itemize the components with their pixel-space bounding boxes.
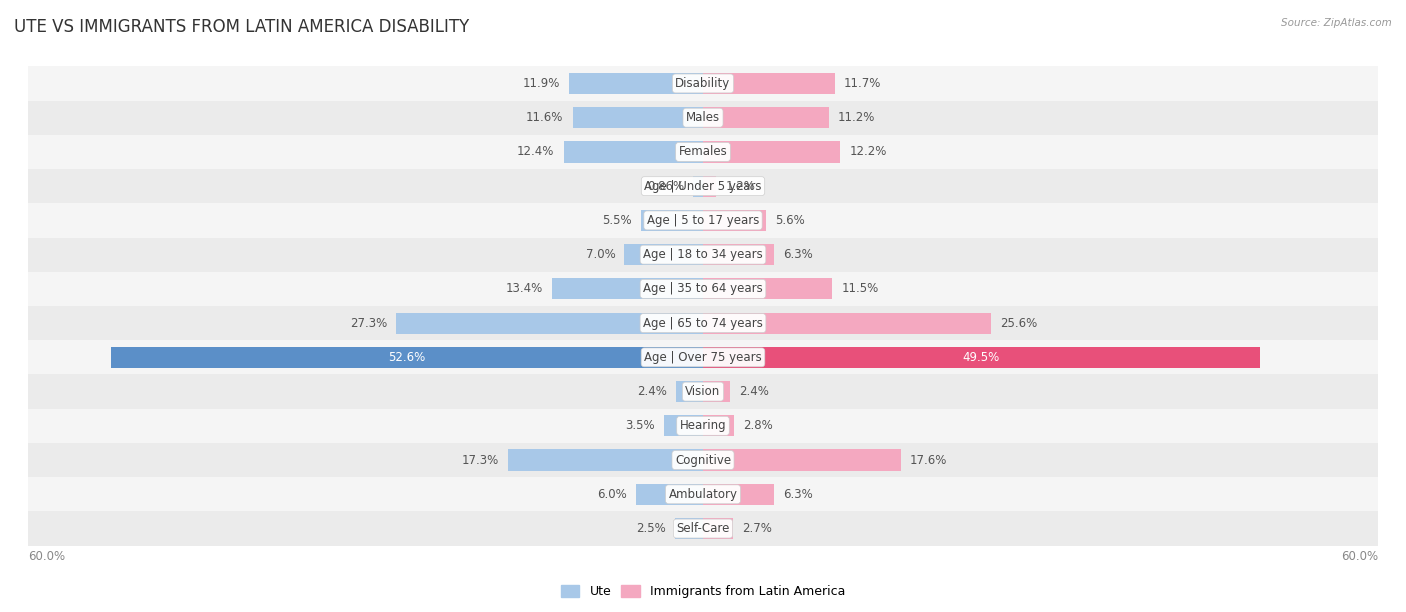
- Bar: [28, 375, 1378, 409]
- Text: 2.4%: 2.4%: [637, 385, 666, 398]
- Text: 7.0%: 7.0%: [585, 248, 616, 261]
- Text: 11.5%: 11.5%: [841, 282, 879, 296]
- Text: Disability: Disability: [675, 77, 731, 90]
- Text: Cognitive: Cognitive: [675, 453, 731, 466]
- Bar: [703, 244, 773, 265]
- Text: 12.2%: 12.2%: [849, 146, 887, 159]
- Bar: [703, 415, 734, 436]
- Bar: [664, 415, 703, 436]
- Bar: [703, 176, 717, 197]
- Text: 0.86%: 0.86%: [647, 180, 685, 193]
- Bar: [703, 483, 773, 505]
- Text: 49.5%: 49.5%: [963, 351, 1000, 364]
- Text: 3.5%: 3.5%: [626, 419, 655, 432]
- Bar: [28, 443, 1378, 477]
- Legend: Ute, Immigrants from Latin America: Ute, Immigrants from Latin America: [555, 580, 851, 603]
- Text: 25.6%: 25.6%: [1000, 316, 1038, 330]
- Bar: [693, 176, 703, 197]
- Text: 60.0%: 60.0%: [28, 550, 65, 563]
- Text: 11.6%: 11.6%: [526, 111, 564, 124]
- Bar: [396, 313, 703, 334]
- Text: 52.6%: 52.6%: [388, 351, 426, 364]
- Text: Self-Care: Self-Care: [676, 522, 730, 535]
- Text: Males: Males: [686, 111, 720, 124]
- Bar: [636, 483, 703, 505]
- Text: Age | 35 to 64 years: Age | 35 to 64 years: [643, 282, 763, 296]
- Text: Age | 18 to 34 years: Age | 18 to 34 years: [643, 248, 763, 261]
- Bar: [703, 449, 901, 471]
- Text: Age | 65 to 74 years: Age | 65 to 74 years: [643, 316, 763, 330]
- Text: 2.4%: 2.4%: [740, 385, 769, 398]
- Bar: [703, 313, 991, 334]
- Bar: [28, 477, 1378, 512]
- Bar: [28, 409, 1378, 443]
- Bar: [703, 141, 841, 163]
- Text: Age | 5 to 17 years: Age | 5 to 17 years: [647, 214, 759, 227]
- Bar: [28, 66, 1378, 100]
- Text: Ambulatory: Ambulatory: [668, 488, 738, 501]
- Bar: [28, 135, 1378, 169]
- Text: 1.2%: 1.2%: [725, 180, 755, 193]
- Bar: [703, 107, 830, 129]
- Bar: [676, 381, 703, 402]
- Bar: [111, 347, 703, 368]
- Bar: [703, 210, 766, 231]
- Bar: [28, 512, 1378, 546]
- Text: 60.0%: 60.0%: [1341, 550, 1378, 563]
- Bar: [564, 141, 703, 163]
- Bar: [675, 518, 703, 539]
- Bar: [28, 237, 1378, 272]
- Text: Hearing: Hearing: [679, 419, 727, 432]
- Bar: [28, 272, 1378, 306]
- Text: 2.5%: 2.5%: [636, 522, 666, 535]
- Bar: [624, 244, 703, 265]
- Text: 5.5%: 5.5%: [603, 214, 633, 227]
- Bar: [569, 73, 703, 94]
- Text: 11.2%: 11.2%: [838, 111, 876, 124]
- Bar: [553, 278, 703, 299]
- Text: Age | Under 5 years: Age | Under 5 years: [644, 180, 762, 193]
- Text: 11.7%: 11.7%: [844, 77, 882, 90]
- Text: Age | Over 75 years: Age | Over 75 years: [644, 351, 762, 364]
- Text: 2.8%: 2.8%: [744, 419, 773, 432]
- Text: 6.3%: 6.3%: [783, 488, 813, 501]
- Text: 17.3%: 17.3%: [463, 453, 499, 466]
- Text: 2.7%: 2.7%: [742, 522, 772, 535]
- Bar: [703, 73, 835, 94]
- Bar: [703, 347, 1260, 368]
- Text: 6.0%: 6.0%: [596, 488, 627, 501]
- Bar: [703, 381, 730, 402]
- Text: 17.6%: 17.6%: [910, 453, 948, 466]
- Bar: [28, 169, 1378, 203]
- Text: Source: ZipAtlas.com: Source: ZipAtlas.com: [1281, 18, 1392, 28]
- Bar: [28, 100, 1378, 135]
- Bar: [28, 340, 1378, 375]
- Text: 11.9%: 11.9%: [523, 77, 560, 90]
- Text: UTE VS IMMIGRANTS FROM LATIN AMERICA DISABILITY: UTE VS IMMIGRANTS FROM LATIN AMERICA DIS…: [14, 18, 470, 36]
- Text: 13.4%: 13.4%: [506, 282, 543, 296]
- Text: 5.6%: 5.6%: [775, 214, 804, 227]
- Text: 12.4%: 12.4%: [517, 146, 554, 159]
- Bar: [641, 210, 703, 231]
- Text: Vision: Vision: [685, 385, 721, 398]
- Text: 27.3%: 27.3%: [350, 316, 387, 330]
- Bar: [509, 449, 703, 471]
- Bar: [703, 518, 734, 539]
- Bar: [28, 306, 1378, 340]
- Bar: [572, 107, 703, 129]
- Bar: [28, 203, 1378, 237]
- Bar: [703, 278, 832, 299]
- Text: Females: Females: [679, 146, 727, 159]
- Text: 6.3%: 6.3%: [783, 248, 813, 261]
